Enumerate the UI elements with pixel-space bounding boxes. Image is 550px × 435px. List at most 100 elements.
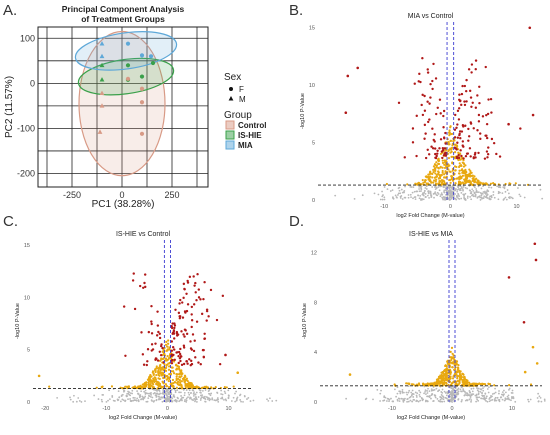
volcano-point — [169, 382, 172, 386]
volcano-point — [158, 350, 161, 354]
volcano-point — [165, 394, 168, 396]
volcano-point — [100, 385, 103, 389]
volcano-point — [175, 368, 178, 371]
volcano-point — [132, 396, 135, 399]
volcano-point — [411, 141, 415, 144]
volcano-point — [491, 398, 494, 401]
volcano-point — [194, 281, 197, 285]
volcano-point — [401, 388, 404, 391]
volcano-point — [410, 391, 413, 394]
volcano-point — [436, 191, 439, 194]
volcano-point — [154, 389, 157, 392]
volcano-point — [179, 376, 182, 379]
volcano-x-tick: -10 — [380, 204, 388, 210]
volcano-point — [69, 398, 72, 401]
volcano-point — [475, 181, 478, 184]
volcano-point — [460, 375, 463, 379]
volcano-point — [534, 258, 538, 262]
volcano-point — [392, 196, 394, 198]
volcano-point — [435, 178, 438, 181]
volcano-point — [421, 178, 424, 182]
volcano-point — [194, 291, 197, 294]
volcano-point — [153, 379, 156, 382]
volcano-point — [158, 377, 161, 381]
volcano-point — [243, 395, 246, 398]
volcano-point — [437, 186, 440, 188]
volcano-point — [431, 127, 434, 130]
volcano-point — [416, 399, 419, 402]
volcano-point — [469, 391, 471, 394]
volcano-point — [373, 192, 376, 195]
volcano-point — [406, 400, 408, 403]
volcano-point — [449, 148, 453, 151]
volcano-point — [420, 190, 422, 193]
volcano-point — [464, 124, 467, 127]
volcano-point — [455, 144, 459, 147]
volcano-point — [416, 392, 419, 395]
volcano-point — [539, 188, 542, 191]
volcano-point — [167, 399, 169, 402]
volcano-point — [519, 195, 522, 198]
volcano-point — [463, 394, 466, 397]
volcano-point — [121, 393, 124, 396]
volcano-point — [154, 342, 157, 345]
volcano-point — [504, 399, 506, 402]
volcano-point — [170, 349, 174, 352]
volcano-x-tick: 10 — [225, 406, 231, 412]
volcano-point — [418, 190, 421, 193]
volcano-point — [193, 339, 196, 342]
volcano-point — [431, 186, 434, 188]
volcano-point — [479, 388, 482, 391]
volcano-point — [463, 84, 467, 88]
volcano-point — [424, 187, 427, 189]
volcano-y-tick: 10 — [24, 295, 30, 301]
volcano-point — [185, 292, 188, 295]
volcano-point — [470, 63, 474, 66]
volcano-point — [454, 157, 457, 160]
volcano-point — [446, 190, 449, 193]
volcano-point — [476, 389, 479, 392]
volcano-point — [459, 149, 462, 152]
volcano-point — [421, 399, 424, 402]
volcano-point — [188, 275, 192, 279]
volcano-point — [484, 392, 487, 395]
volcano-point — [477, 191, 480, 194]
volcano-y-tick: 0 — [312, 198, 315, 204]
volcano-point — [464, 89, 468, 93]
volcano-point — [249, 400, 252, 402]
volcano-point — [468, 175, 472, 178]
volcano-point — [167, 365, 171, 368]
volcano-y-label: -log10 P-Value — [302, 303, 308, 339]
volcano-point — [419, 185, 421, 188]
volcano-point — [399, 195, 402, 198]
volcano-point — [473, 191, 476, 194]
volcano-y-tick: 0 — [27, 400, 30, 406]
volcano-point — [435, 112, 438, 116]
volcano-point — [447, 168, 450, 171]
volcano-point — [178, 391, 181, 394]
volcano-point — [447, 157, 451, 160]
volcano-point — [160, 373, 163, 377]
volcano-y-tick: 5 — [312, 141, 315, 147]
legend-swatch — [225, 120, 235, 130]
volcano-point — [498, 390, 500, 392]
volcano-point — [193, 391, 195, 394]
volcano-point — [158, 332, 161, 335]
volcano-point — [437, 182, 440, 185]
volcano-point — [463, 103, 467, 107]
volcano-point — [423, 190, 426, 192]
volcano-point — [450, 400, 453, 403]
volcano-point — [177, 350, 181, 354]
volcano-point — [334, 194, 337, 197]
volcano-point — [462, 165, 465, 168]
volcano-point — [155, 334, 159, 337]
volcano-point — [448, 143, 451, 146]
volcano-point — [446, 361, 449, 365]
pca-ellipse-control — [78, 30, 166, 177]
volcano-point — [409, 193, 412, 196]
volcano-point — [449, 139, 453, 142]
volcano-point — [443, 191, 446, 194]
volcano-point — [142, 363, 146, 366]
volcano-point — [454, 147, 457, 150]
volcano-point — [471, 390, 474, 393]
